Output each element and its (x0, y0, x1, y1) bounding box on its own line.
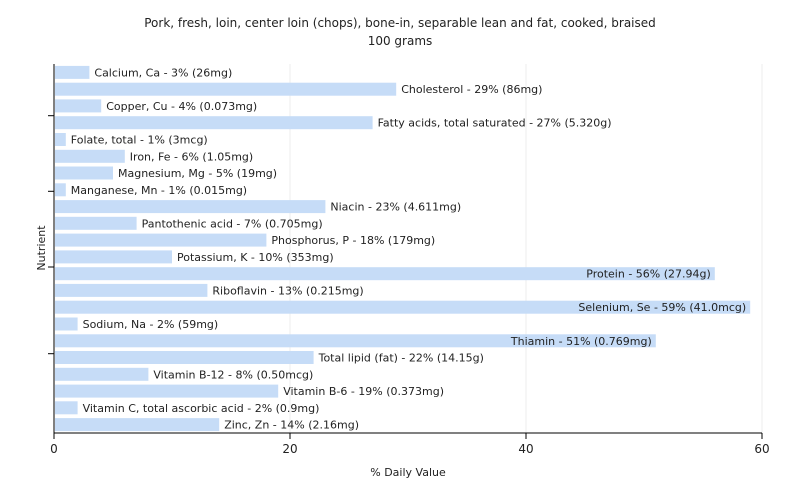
bar (55, 116, 373, 130)
bar (55, 216, 137, 230)
x-tick-label: 20 (282, 442, 297, 456)
bar (55, 367, 149, 381)
bar (55, 267, 715, 281)
bar-label: Niacin - 23% (4.611mg) (330, 201, 461, 214)
bar-label: Potassium, K - 10% (353mg) (177, 251, 334, 264)
bar-label: Sodium, Na - 2% (59mg) (83, 318, 219, 331)
bar (55, 166, 113, 180)
bar (55, 65, 90, 79)
bar-label: Pantothenic acid - 7% (0.705mg) (142, 217, 323, 230)
bar-label: Riboflavin - 13% (0.215mg) (212, 284, 363, 297)
chart-subtitle: 100 grams (368, 34, 433, 48)
bar-label: Iron, Fe - 6% (1.05mg) (130, 150, 253, 163)
bar-label: Thiamin - 51% (0.769mg) (510, 335, 652, 348)
bar-label: Copper, Cu - 4% (0.073mg) (106, 100, 257, 113)
bar (55, 82, 397, 96)
bar-label: Calcium, Ca - 3% (26mg) (94, 66, 232, 79)
bars-group: Calcium, Ca - 3% (26mg) Cholesterol - 29%… (55, 65, 751, 432)
bar-label: Fatty acids, total saturated - 27% (5.32… (378, 117, 612, 130)
bar-label: Manganese, Mn - 1% (0.015mg) (71, 184, 247, 197)
bar-label: Total lipid (fat) - 22% (14.15g) (318, 352, 484, 365)
x-tick-label: 60 (754, 442, 769, 456)
bar-label: Selenium, Se - 59% (41.0mcg) (578, 301, 746, 314)
bar (55, 233, 267, 247)
bar (55, 283, 208, 297)
bar (55, 149, 125, 163)
axes-group: 0 20 40 60 (48, 64, 770, 456)
bar-label: Cholesterol - 29% (86mg) (401, 83, 542, 96)
bar (55, 334, 656, 348)
bar (55, 300, 751, 314)
bar (55, 401, 78, 415)
bar (55, 200, 326, 214)
bar (55, 250, 172, 264)
bar (55, 384, 279, 398)
bar-label: Zinc, Zn - 14% (2.16mg) (224, 419, 359, 432)
bar (55, 133, 66, 146)
bar-label: Vitamin C, total ascorbic acid - 2% (0.9… (83, 402, 320, 415)
bar-label: Vitamin B-12 - 8% (0.50mcg) (153, 368, 313, 381)
bar-label: Folate, total - 1% (3mcg) (71, 134, 208, 147)
bar (55, 317, 78, 331)
y-axis-label: Nutrient (35, 225, 48, 271)
bar (55, 183, 66, 197)
chart-title: Pork, fresh, loin, center loin (chops), … (144, 16, 656, 30)
x-axis-label: % Daily Value (370, 466, 446, 479)
x-tick-label: 0 (50, 442, 58, 456)
bar (55, 351, 314, 364)
bar-label: Magnesium, Mg - 5% (19mg) (118, 167, 277, 180)
bar-label: Protein - 56% (27.94g) (586, 268, 711, 281)
x-tick-label: 40 (518, 442, 533, 456)
bar-label: Phosphorus, P - 18% (179mg) (271, 234, 435, 247)
bar-label: Vitamin B-6 - 19% (0.373mg) (283, 385, 444, 398)
bar (55, 99, 102, 113)
bar (55, 418, 220, 432)
